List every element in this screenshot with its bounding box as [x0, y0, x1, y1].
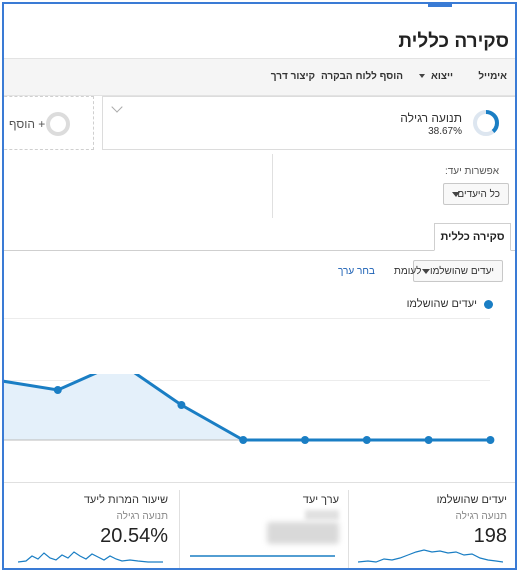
metric-title: יעדים שהושלמו [436, 494, 507, 506]
chevron-down-icon [419, 74, 426, 79]
goal-select[interactable]: כל היעדים [443, 183, 509, 205]
goal-select-value: כל היעדים [457, 189, 500, 200]
add-segment-card[interactable]: + הוסף [4, 96, 94, 150]
goal-completions-chart [4, 374, 495, 444]
legend-label: יעדים שהושלמו [406, 298, 477, 310]
blurred-value [267, 522, 339, 544]
data-point[interactable] [301, 436, 309, 444]
choose-value-link[interactable]: בחר ערך [338, 266, 375, 277]
data-point[interactable] [177, 401, 186, 409]
segment-percent: 38.67% [428, 126, 462, 137]
segment-label: תנועה רגילה [400, 111, 462, 125]
metric-select[interactable]: יעדים שהושלמו [413, 260, 503, 282]
segment-ring-icon [473, 110, 499, 136]
series-area [4, 374, 491, 440]
shortcut-button[interactable]: קיצור דרך [270, 71, 315, 82]
metric-title: ערך יעד [302, 494, 339, 506]
metric-divider [348, 490, 349, 568]
data-point[interactable] [362, 436, 371, 444]
sparkline [18, 551, 163, 563]
legend-dot-icon [484, 300, 493, 309]
add-to-dashboard-button[interactable]: הוסף ללוח הבקרה [320, 71, 403, 82]
metric-title: שיעור המרות ליעד [83, 494, 168, 506]
segment-card[interactable]: תנועה רגילה 38.67% [102, 96, 515, 150]
metric-conversion-rate[interactable]: שיעור המרות ליעד תנועה רגילה 20.54% [10, 482, 176, 568]
chevron-down-icon[interactable] [111, 101, 123, 113]
tab-strip-line [4, 250, 515, 251]
metric-goal-completions[interactable]: יעדים שהושלמו תנועה רגילה 198 [350, 482, 515, 568]
grid-line [4, 318, 490, 319]
data-point[interactable] [424, 436, 433, 444]
divider [272, 154, 273, 218]
data-point[interactable] [486, 436, 495, 444]
export-button[interactable]: ייצוא [419, 71, 453, 82]
versus-label: לעומת [394, 266, 422, 277]
metric-subtitle: תנועה רגילה [455, 511, 507, 522]
metric-value: 20.54% [100, 525, 168, 547]
top-accent-line [428, 4, 452, 7]
email-button[interactable]: אימייל [478, 71, 507, 82]
report-frame: סקירה כללית אימייל ייצוא הוסף ללוח הבקרה… [2, 2, 517, 570]
goal-option-label: אפשרות יעד: [444, 166, 499, 177]
metric-subtitle: תנועה רגילה [116, 511, 168, 522]
metrics-divider [4, 482, 515, 483]
metric-goal-value[interactable]: ערך יעד [182, 482, 347, 568]
empty-ring-icon [46, 112, 70, 136]
metric-divider [179, 490, 180, 568]
chevron-down-icon [452, 192, 460, 197]
page-title: סקירה כללית [398, 31, 509, 52]
report-toolbar: אימייל ייצוא הוסף ללוח הבקרה קיצור דרך [4, 58, 515, 96]
metric-select-value: יעדים שהושלמו [429, 266, 494, 277]
tab-overview[interactable]: סקירה כללית [434, 223, 511, 251]
export-label: ייצוא [431, 71, 453, 82]
chevron-down-icon [422, 269, 430, 274]
sparkline [190, 555, 335, 557]
data-point[interactable] [239, 436, 248, 444]
metric-value: 198 [473, 525, 507, 547]
grid-line [4, 380, 490, 381]
blurred-subtitle [305, 510, 339, 520]
data-point[interactable] [53, 386, 62, 394]
sparkline [358, 549, 503, 563]
add-segment-label: + הוסף [9, 117, 46, 131]
